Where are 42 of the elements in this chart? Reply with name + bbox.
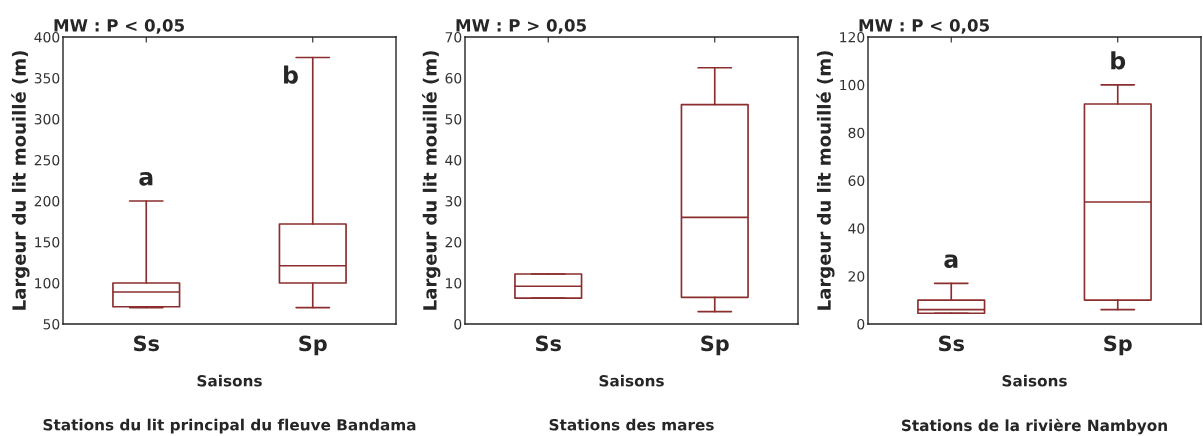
annotation: a bbox=[944, 254, 958, 268]
y-tick-label: 20 bbox=[445, 236, 462, 248]
y-tick-label: 250 bbox=[34, 154, 60, 166]
y-axis-title: Largeur du lit mouillé (m) bbox=[816, 51, 835, 310]
y-tick-label: 200 bbox=[34, 195, 60, 207]
y-tick-label: 0 bbox=[857, 318, 865, 330]
y-tick-label: 10 bbox=[446, 277, 462, 289]
y-tick-label: 400 bbox=[34, 31, 60, 43]
x-tick-label: Sp bbox=[701, 335, 729, 356]
annotation: a bbox=[139, 172, 153, 186]
y-tick-label: 40 bbox=[848, 223, 865, 234]
y-tick-label: 60 bbox=[848, 175, 865, 186]
y-tick-label: 120 bbox=[840, 31, 865, 43]
x-axis-title: Saisons bbox=[1002, 374, 1067, 387]
y-tick-label: 30 bbox=[445, 195, 462, 207]
y-tick-label: 50 bbox=[445, 113, 462, 125]
x-axis-title: Saisons bbox=[599, 374, 664, 387]
y-tick-label: 100 bbox=[840, 79, 865, 91]
x-tick-label: Ss bbox=[536, 335, 561, 352]
y-axis-title: Largeur du lit mouillé (m) bbox=[422, 51, 441, 310]
text: Stations du lit principal du fleuve Bandama bbox=[43, 418, 416, 434]
y-tick-label: 300 bbox=[34, 113, 60, 125]
x-tick-label: Ss bbox=[134, 335, 159, 352]
y-tick-label: 40 bbox=[445, 154, 462, 166]
annotation: b bbox=[284, 65, 298, 84]
y-tick-label: 150 bbox=[35, 236, 60, 248]
y-tick-label: 70 bbox=[445, 31, 462, 43]
y-tick-label: 20 bbox=[848, 271, 865, 282]
x-tick-label: Ss bbox=[939, 335, 964, 352]
y-tick-label: 60 bbox=[445, 72, 462, 84]
text: Stations des mares bbox=[549, 418, 714, 431]
y-tick-label: 80 bbox=[848, 127, 865, 139]
y-tick-label: 50 bbox=[43, 318, 60, 330]
y-tick-label: 0 bbox=[454, 318, 462, 330]
x-tick-label: Sp bbox=[1104, 335, 1132, 356]
y-tick-label: 350 bbox=[34, 72, 60, 84]
text: Stations de la rivière Nambyon bbox=[901, 418, 1167, 435]
annotation: b bbox=[1111, 51, 1126, 70]
x-tick-label: Sp bbox=[299, 335, 327, 356]
y-tick-label: 100 bbox=[35, 277, 60, 289]
x-axis-title: Saisons bbox=[197, 374, 262, 387]
y-axis-title: Largeur du lit mouillé (m) bbox=[11, 51, 30, 310]
